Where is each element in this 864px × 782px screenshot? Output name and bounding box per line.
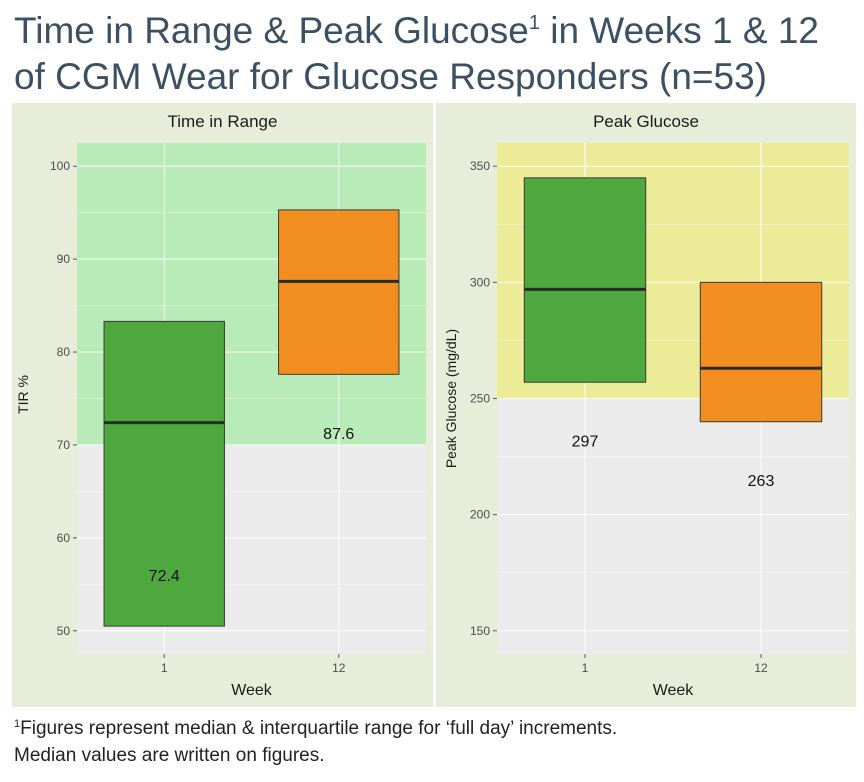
tir-facet-title: Time in Range [167, 112, 278, 131]
title-line1-post: in Weeks 1 & 12 [539, 10, 819, 51]
facet-divider [433, 103, 436, 707]
peak-facet-title: Peak Glucose [593, 112, 699, 131]
peak-glucose-facet [436, 103, 856, 707]
footnote-line2: Median values are written on figures. [14, 745, 325, 766]
title-line2: of CGM Wear for Glucose Responders (n=53… [14, 56, 767, 97]
title-line1-pre: Time in Range & Peak Glucose [14, 10, 529, 51]
chart-title: Time in Range & Peak Glucose1 in Weeks 1… [14, 8, 854, 100]
title-footnote-mark: 1 [528, 12, 540, 34]
footnote: 1Figures represent median & interquartil… [14, 715, 854, 769]
footnote-line1: Figures represent median & interquartile… [20, 718, 618, 739]
tir-facet [12, 103, 433, 707]
footnote-mark: 1 [14, 718, 21, 730]
